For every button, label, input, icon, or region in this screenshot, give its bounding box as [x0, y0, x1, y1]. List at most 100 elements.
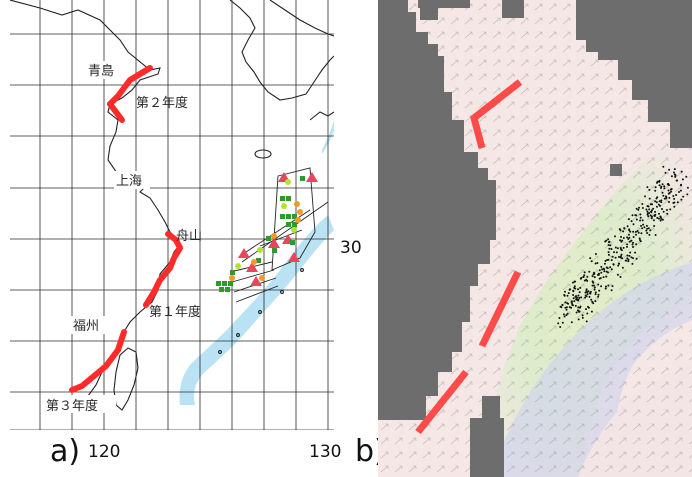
survey-map-svg: 青島 第２年度 上海 舟山 第１年度 福州 第３年度	[10, 0, 334, 430]
dashed-segment	[470, 79, 523, 149]
marker-square	[222, 281, 227, 286]
transect-line	[235, 285, 279, 303]
drifter-point	[561, 321, 564, 324]
label-background	[114, 171, 150, 189]
drifter-point	[640, 224, 642, 227]
drifter-point	[660, 187, 662, 189]
drifter-point	[585, 295, 588, 298]
drifter-point	[647, 215, 650, 218]
drifter-point	[562, 313, 565, 316]
drifter-point	[673, 168, 676, 171]
drifter-point	[572, 304, 574, 307]
drifter-point	[654, 189, 657, 192]
drifter-point	[597, 295, 600, 298]
drifter-point	[660, 201, 663, 204]
drifter-point	[611, 285, 614, 288]
drifter-point	[666, 209, 668, 211]
place-label-zhoushan: 舟山	[176, 229, 202, 244]
drifter-point	[635, 207, 638, 210]
graticule	[10, 0, 334, 430]
drifter-point	[660, 199, 663, 202]
drifter-point	[566, 294, 569, 297]
drifter-point	[661, 218, 664, 221]
drifter-point	[598, 269, 601, 272]
drifter-point	[577, 288, 579, 291]
island-dot	[218, 350, 222, 354]
drifter-point	[586, 312, 589, 315]
marker-lightgreen	[291, 227, 297, 233]
drifter-point	[629, 230, 632, 233]
drifter-point	[660, 217, 663, 220]
transect-layer	[229, 167, 329, 303]
drifter-point	[632, 257, 634, 260]
drifter-point	[591, 275, 594, 278]
drifter-point	[673, 201, 676, 204]
drifter-point	[606, 267, 609, 270]
drifter-point	[593, 288, 596, 291]
drifter-point	[642, 223, 645, 226]
drifter-point	[565, 314, 568, 317]
drifter-point	[604, 287, 607, 290]
drifter-point	[675, 194, 678, 196]
japan-coastline	[309, 111, 334, 121]
drifter-point	[635, 257, 638, 260]
drifter-point	[670, 175, 673, 178]
drifter-point	[607, 251, 610, 254]
drifter-point	[605, 275, 608, 278]
drifter-point	[583, 274, 586, 277]
drifter-point	[654, 186, 657, 189]
drifter-point	[585, 320, 588, 323]
drifter-point	[635, 214, 638, 217]
drifter-point	[588, 295, 591, 298]
drifter-point	[558, 317, 561, 319]
drifter-point	[665, 197, 667, 200]
land-block	[610, 164, 622, 176]
drifter-point	[589, 257, 592, 260]
drifter-point	[673, 197, 676, 200]
marker-circle	[295, 217, 301, 223]
drifter-point	[670, 188, 673, 190]
drifter-point	[678, 191, 680, 193]
drifter-point	[651, 203, 654, 206]
drifter-point	[652, 219, 655, 222]
drifter-point	[577, 306, 580, 309]
marker-square	[286, 214, 291, 219]
marker-square	[286, 222, 291, 227]
drifter-point	[659, 215, 662, 218]
drifter-point	[620, 253, 623, 256]
drifter-point	[668, 168, 671, 171]
marker-circle	[294, 201, 300, 207]
drifter-point	[686, 193, 689, 196]
marker-triangle	[250, 276, 262, 286]
drifter-point	[563, 315, 566, 318]
place-label-qingdao: 青島	[88, 64, 114, 79]
drifter-point	[656, 205, 658, 208]
drifter-point	[663, 185, 666, 188]
drifter-point	[661, 208, 663, 210]
drifter-point	[661, 183, 664, 186]
drifter-point	[638, 237, 641, 240]
marker-square	[256, 258, 261, 263]
drifter-point	[564, 301, 567, 304]
drifter-point	[605, 239, 608, 242]
drifter-point	[639, 240, 642, 243]
drifter-point	[652, 207, 655, 210]
current-field-svg	[378, 0, 692, 477]
land-block	[502, 0, 524, 18]
transect-line	[245, 209, 311, 253]
drifter-point	[594, 293, 597, 296]
drifter-point	[662, 194, 665, 197]
marker-square	[292, 214, 297, 219]
drifter-point	[649, 229, 652, 232]
map-labels: 青島 第２年度 上海 舟山 第１年度 福州 第３年度	[44, 61, 202, 414]
drifter-point	[634, 230, 637, 233]
drifter-point	[654, 210, 657, 213]
drifter-point	[592, 302, 595, 305]
drifter-point	[607, 244, 610, 246]
drifter-point	[632, 246, 634, 248]
drifter-point	[625, 259, 628, 262]
drifter-point	[627, 238, 630, 240]
drifter-point	[673, 171, 675, 174]
drifter-point	[570, 306, 573, 309]
drifter-point	[577, 299, 580, 302]
